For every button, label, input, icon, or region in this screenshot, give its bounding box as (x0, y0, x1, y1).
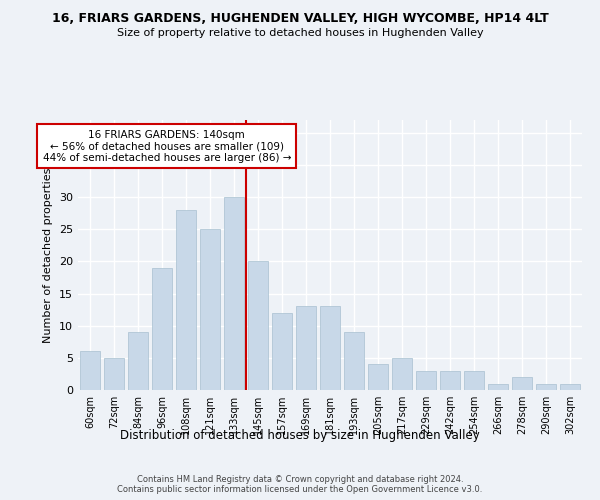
Bar (296, 306, 316, 390)
Bar (272, 313, 292, 390)
Bar (224, 197, 244, 390)
Bar (104, 358, 124, 390)
Y-axis label: Number of detached properties: Number of detached properties (43, 168, 53, 342)
Text: Contains HM Land Registry data © Crown copyright and database right 2024.: Contains HM Land Registry data © Crown c… (137, 476, 463, 484)
Bar (464, 370, 484, 390)
Text: 16 FRIARS GARDENS: 140sqm
← 56% of detached houses are smaller (109)
44% of semi: 16 FRIARS GARDENS: 140sqm ← 56% of detac… (43, 130, 291, 163)
Bar (440, 370, 460, 390)
Bar (200, 230, 220, 390)
Bar (248, 262, 268, 390)
Bar (536, 384, 556, 390)
Bar (176, 210, 196, 390)
Bar (488, 384, 508, 390)
Text: Distribution of detached houses by size in Hughenden Valley: Distribution of detached houses by size … (120, 428, 480, 442)
Bar (560, 384, 580, 390)
Text: Contains public sector information licensed under the Open Government Licence v3: Contains public sector information licen… (118, 486, 482, 494)
Bar (368, 364, 388, 390)
Bar (344, 332, 364, 390)
Bar (152, 268, 172, 390)
Text: Size of property relative to detached houses in Hughenden Valley: Size of property relative to detached ho… (116, 28, 484, 38)
Bar (392, 358, 412, 390)
Bar (320, 306, 340, 390)
Text: 16, FRIARS GARDENS, HUGHENDEN VALLEY, HIGH WYCOMBE, HP14 4LT: 16, FRIARS GARDENS, HUGHENDEN VALLEY, HI… (52, 12, 548, 26)
Bar (128, 332, 148, 390)
Bar (512, 377, 532, 390)
Bar (416, 370, 436, 390)
Bar (80, 352, 100, 390)
